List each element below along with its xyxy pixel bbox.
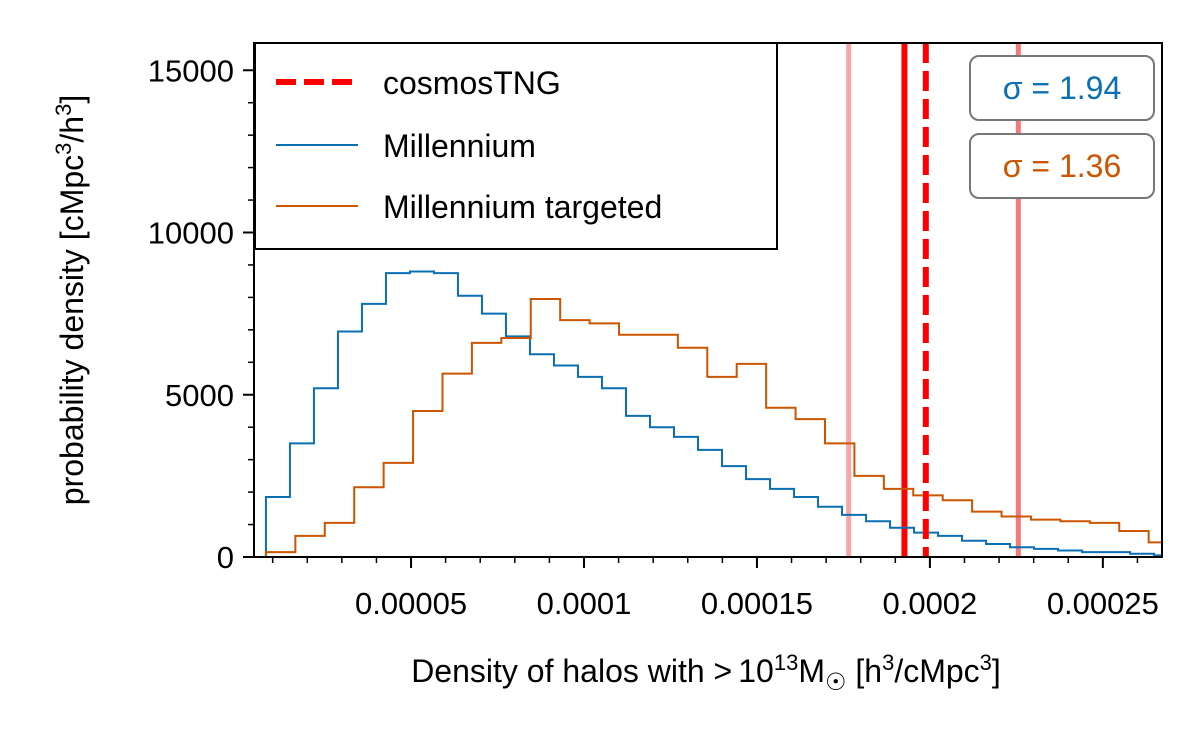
sigma-box-millennium-targeted [969,133,1155,199]
sigma-annotation-millennium: σ = 1.94 [969,55,1155,121]
sigma-box-millennium [969,55,1155,121]
x-tick-label: 0.00015 [701,586,813,621]
histogram-millennium-targeted [264,298,1162,557]
x-tick-label: 0.0002 [882,586,977,621]
plot-content [264,43,1162,557]
y-tick-label: 5000 [165,378,234,413]
y-tick-label: 0 [217,540,234,575]
y-axis-title: probability density [cMpc3/h3] [51,95,90,505]
axis-ticks: 0.00005 0.0001 0.00015 0.0002 0.00025 0 5000 10… [148,53,1159,621]
plot-area [264,43,1162,557]
legend-label-millennium-targeted: Millennium targeted [383,189,662,225]
sigma-annotation-millennium-targeted: σ = 1.36 [969,133,1155,199]
x-axis-title: Density of halos with >1013M☉ [h3/cMpc3] [411,650,1001,696]
x-tick-label: 0.0001 [537,586,632,621]
histogram-millennium [264,270,1162,557]
x-tick-label: 0.00025 [1047,586,1159,621]
y-tick-label: 15000 [148,53,234,88]
legend-label-millennium: Millennium [383,128,536,164]
x-tick-label: 0.00005 [355,586,467,621]
legend: cosmosTNG Millennium Millennium targeted [254,42,778,250]
sigma-text-millennium: σ = 1.94 [1003,70,1122,106]
y-tick-label: 10000 [148,216,234,251]
sigma-text-millennium-targeted: σ = 1.36 [1003,148,1122,184]
legend-label-cosmostng: cosmosTNG [383,65,561,101]
